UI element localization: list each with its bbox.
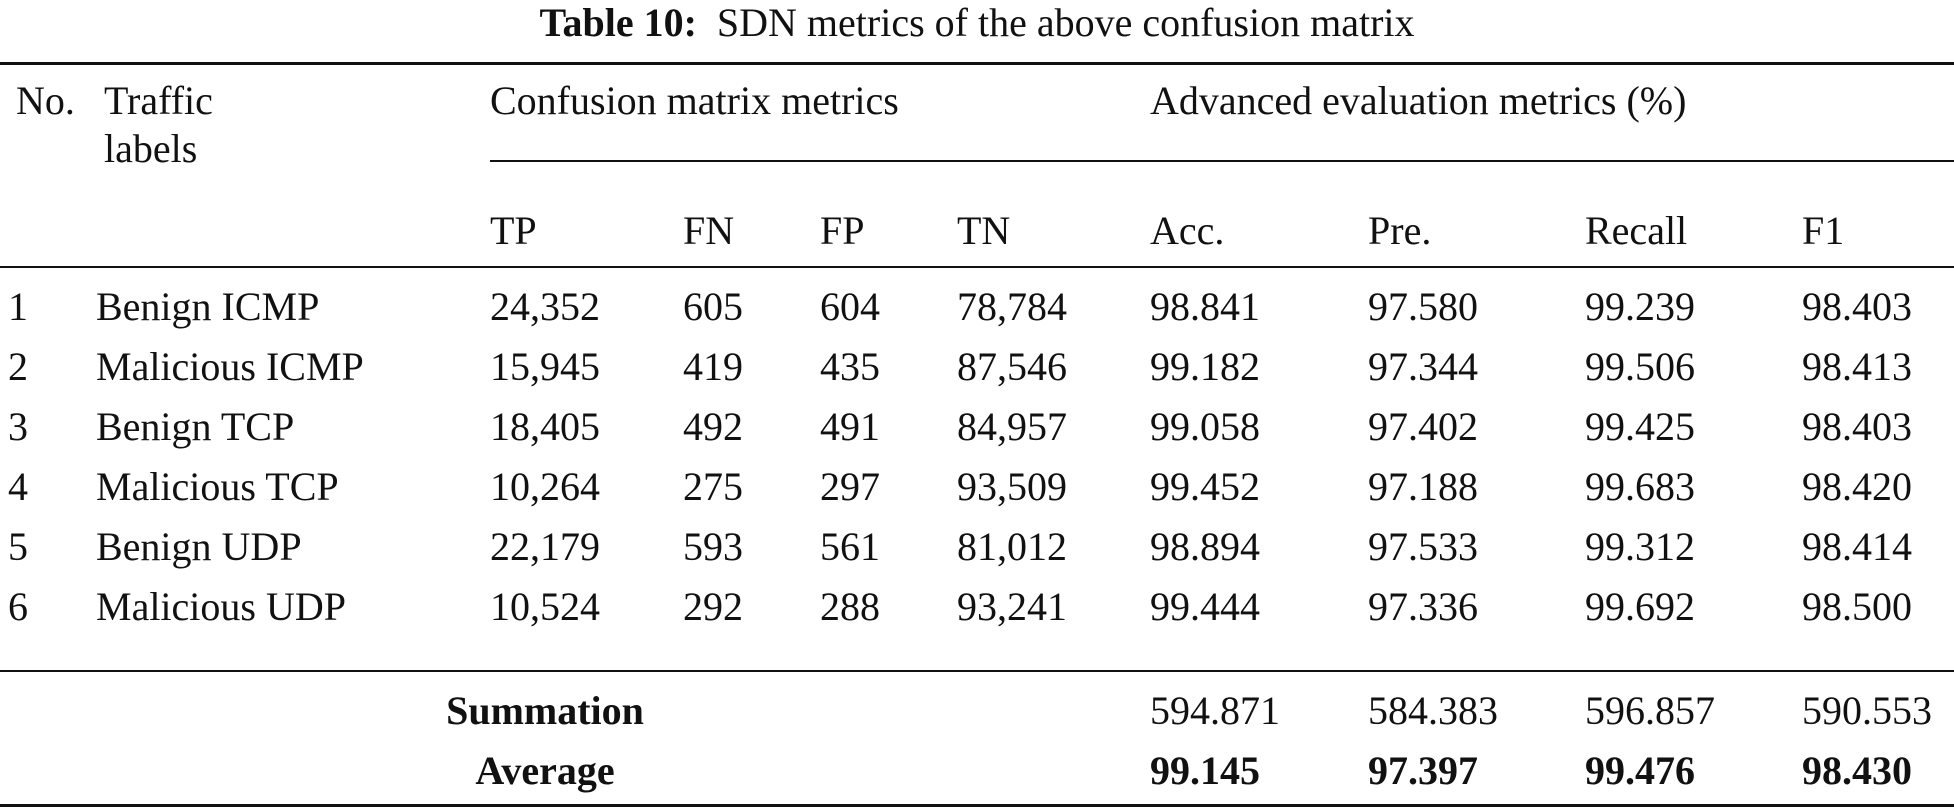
cell-recall: 99.683 xyxy=(1585,464,1695,509)
cell-tp: 22,179 xyxy=(490,524,600,569)
cell-pre: 97.402 xyxy=(1368,404,1478,449)
average-pre: 97.397 xyxy=(1368,748,1478,793)
row-number: 1 xyxy=(8,284,28,329)
cell-fn: 492 xyxy=(683,404,743,449)
cell-tp: 10,524 xyxy=(490,584,600,629)
cell-tp: 10,264 xyxy=(490,464,600,509)
header-no: No. xyxy=(16,78,75,123)
column-header-tn: TN xyxy=(957,208,1011,253)
cell-tn: 87,546 xyxy=(957,344,1067,389)
cell-pre: 97.344 xyxy=(1368,344,1478,389)
cell-recall: 99.692 xyxy=(1585,584,1695,629)
cell-f1: 98.403 xyxy=(1802,404,1912,449)
top-rule xyxy=(0,62,1954,65)
cell-tp: 24,352 xyxy=(490,284,600,329)
group-header-rule xyxy=(490,160,1954,162)
column-header-recall: Recall xyxy=(1585,208,1688,253)
cell-pre: 97.188 xyxy=(1368,464,1478,509)
cell-pre: 97.533 xyxy=(1368,524,1478,569)
header-bottom-rule xyxy=(0,266,1954,268)
cell-fn: 593 xyxy=(683,524,743,569)
cell-recall: 99.506 xyxy=(1585,344,1695,389)
column-header-tp: TP xyxy=(490,208,537,253)
column-header-fp: FP xyxy=(820,208,865,253)
bottom-rule xyxy=(0,804,1954,807)
row-number: 5 xyxy=(8,524,28,569)
cell-tn: 93,241 xyxy=(957,584,1067,629)
cell-recall: 99.239 xyxy=(1585,284,1695,329)
row-traffic-label: Benign ICMP xyxy=(96,284,320,329)
average-label: Average xyxy=(475,748,615,793)
cell-fn: 275 xyxy=(683,464,743,509)
cell-pre: 97.336 xyxy=(1368,584,1478,629)
table-caption: Table 10: SDN metrics of the above confu… xyxy=(0,0,1954,50)
summation-label: Summation xyxy=(446,688,644,733)
cell-fp: 491 xyxy=(820,404,880,449)
row-number: 6 xyxy=(8,584,28,629)
cell-fn: 292 xyxy=(683,584,743,629)
cell-fp: 435 xyxy=(820,344,880,389)
row-number: 4 xyxy=(8,464,28,509)
summation-f1: 590.553 xyxy=(1802,688,1932,733)
cell-tn: 93,509 xyxy=(957,464,1067,509)
header-group-confusion: Confusion matrix metrics xyxy=(490,78,899,123)
column-header-pre: Pre. xyxy=(1368,208,1432,253)
body-bottom-rule xyxy=(0,670,1954,672)
cell-tn: 81,012 xyxy=(957,524,1067,569)
cell-fp: 604 xyxy=(820,284,880,329)
cell-fp: 561 xyxy=(820,524,880,569)
row-traffic-label: Benign UDP xyxy=(96,524,302,569)
row-number: 2 xyxy=(8,344,28,389)
column-header-f1: F1 xyxy=(1802,208,1845,253)
cell-acc: 98.841 xyxy=(1150,284,1260,329)
summation-recall: 596.857 xyxy=(1585,688,1715,733)
cell-f1: 98.403 xyxy=(1802,284,1912,329)
cell-tn: 84,957 xyxy=(957,404,1067,449)
column-header-fn: FN xyxy=(683,208,735,253)
row-traffic-label: Malicious ICMP xyxy=(96,344,364,389)
cell-acc: 99.444 xyxy=(1150,584,1260,629)
row-traffic-label: Malicious TCP xyxy=(96,464,339,509)
average-recall: 99.476 xyxy=(1585,748,1695,793)
cell-fn: 605 xyxy=(683,284,743,329)
cell-recall: 99.312 xyxy=(1585,524,1695,569)
cell-acc: 98.894 xyxy=(1150,524,1260,569)
average-f1: 98.430 xyxy=(1802,748,1912,793)
summation-acc: 594.871 xyxy=(1150,688,1280,733)
cell-tp: 15,945 xyxy=(490,344,600,389)
header-group-advanced: Advanced evaluation metrics (%) xyxy=(1150,78,1687,123)
average-acc: 99.145 xyxy=(1150,748,1260,793)
header-traffic-labels-line1: Traffic xyxy=(104,78,213,123)
cell-f1: 98.500 xyxy=(1802,584,1912,629)
header-traffic-labels-line2: labels xyxy=(104,126,198,171)
cell-tn: 78,784 xyxy=(957,284,1067,329)
cell-fp: 288 xyxy=(820,584,880,629)
row-number: 3 xyxy=(8,404,28,449)
row-traffic-label: Malicious UDP xyxy=(96,584,346,629)
summation-pre: 584.383 xyxy=(1368,688,1498,733)
cell-recall: 99.425 xyxy=(1585,404,1695,449)
table-title: SDN metrics of the above confusion matri… xyxy=(716,0,1415,45)
cell-tp: 18,405 xyxy=(490,404,600,449)
cell-f1: 98.413 xyxy=(1802,344,1912,389)
cell-acc: 99.182 xyxy=(1150,344,1260,389)
cell-acc: 99.058 xyxy=(1150,404,1260,449)
cell-fp: 297 xyxy=(820,464,880,509)
row-traffic-label: Benign TCP xyxy=(96,404,295,449)
cell-fn: 419 xyxy=(683,344,743,389)
cell-pre: 97.580 xyxy=(1368,284,1478,329)
cell-f1: 98.420 xyxy=(1802,464,1912,509)
cell-acc: 99.452 xyxy=(1150,464,1260,509)
column-header-acc: Acc. xyxy=(1150,208,1225,253)
table-number: Table 10: xyxy=(539,0,697,45)
cell-f1: 98.414 xyxy=(1802,524,1912,569)
